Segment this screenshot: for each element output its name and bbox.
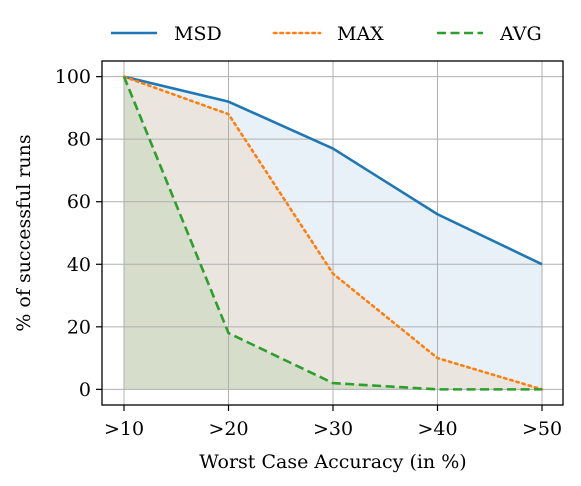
y-tick-label-80: 80 (67, 129, 91, 151)
y-axis-title: % of successful runs (13, 134, 35, 331)
grid-lines (102, 61, 563, 405)
line-max (122, 75, 544, 391)
series-lines (122, 75, 544, 391)
area-fill-avg (124, 76, 542, 390)
x-axis-title: Worst Case Accuracy (in %) (199, 451, 466, 473)
x-tick-label-0: >10 (104, 418, 144, 440)
y-tick-label-100: 100 (55, 66, 91, 88)
x-tick-label-3: >40 (417, 418, 457, 440)
legend-label-avg: AVG (499, 23, 542, 45)
legend-label-max: MAX (337, 23, 384, 45)
line-msd (123, 75, 543, 266)
y-tick-label-0: 0 (79, 379, 91, 401)
legend-label-msd: MSD (174, 23, 222, 45)
line-avg (122, 76, 542, 391)
legend: MSD MAX AVG (111, 23, 542, 45)
x-tick-label-2: >30 (313, 418, 353, 440)
x-tick-label-1: >20 (208, 418, 248, 440)
y-tick-label-20: 20 (67, 316, 91, 338)
y-tick-label-40: 40 (67, 254, 91, 276)
x-tick-label-4: >50 (522, 418, 562, 440)
axis-ticks: >10 >20 >30 >40 >50 0 20 40 60 80 100 (55, 66, 562, 440)
y-tick-label-60: 60 (67, 191, 91, 213)
